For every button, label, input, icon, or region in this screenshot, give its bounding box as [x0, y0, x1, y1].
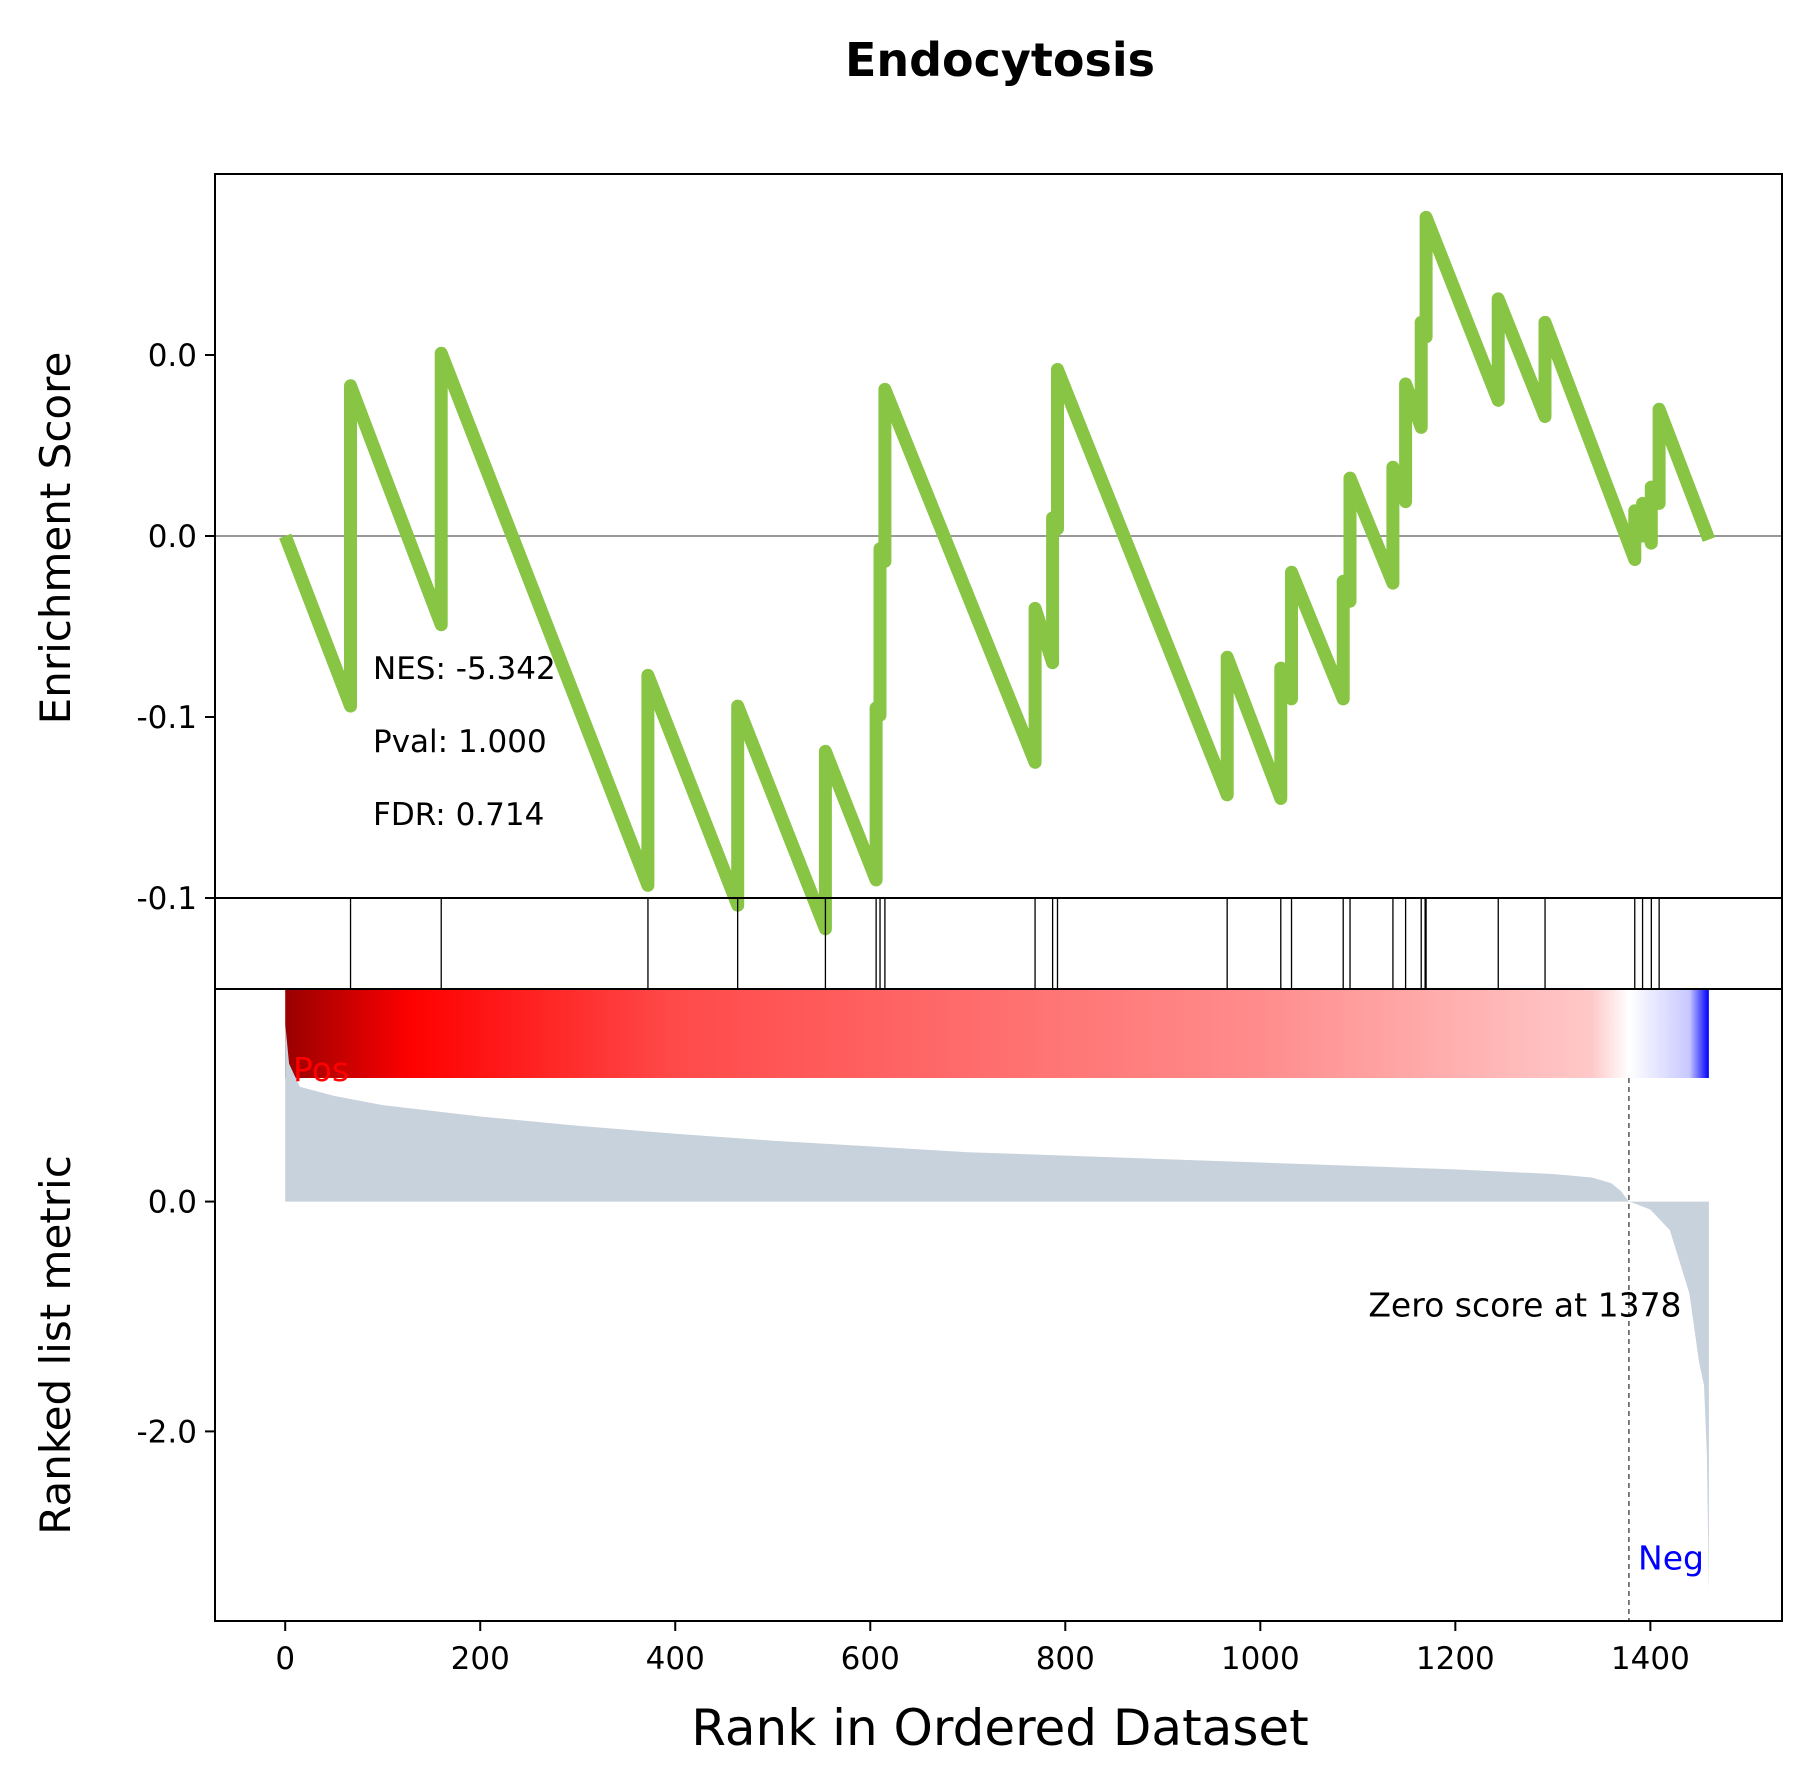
x-tick-label: 800 — [1036, 1641, 1095, 1677]
metric-panel: Pos Neg Zero score at 1378 0.0 -2.0 0 200 4… — [31, 988, 1783, 1757]
x-tick-label: 1000 — [1221, 1641, 1300, 1677]
metric-y-tick-label: 0.0 — [148, 1185, 197, 1221]
hits-panel — [214, 897, 1783, 990]
nes-annotation: NES: -5.342 — [373, 651, 556, 687]
metric-y-tick-label: -2.0 — [137, 1414, 198, 1450]
x-tick-label: 200 — [451, 1641, 510, 1677]
es-line — [279, 210, 1715, 936]
neg-label: Neg — [1638, 1538, 1704, 1577]
chart-title: Endocytosis — [845, 33, 1155, 87]
metric-y-label: Ranked list metric — [31, 1155, 80, 1535]
x-tick-label: 1400 — [1611, 1641, 1690, 1677]
metric-y-axis: 0.0 -2.0 — [137, 1185, 215, 1450]
es-y-tick-label: -0.1 — [137, 881, 198, 917]
fdr-annotation: FDR: 0.714 — [373, 797, 544, 833]
es-y-tick-label: 0.0 — [148, 338, 197, 374]
x-tick-label: 1200 — [1416, 1641, 1495, 1677]
es-y-label: Enrichment Score — [31, 352, 80, 725]
hits-panel-frame — [214, 897, 1783, 990]
pval-annotation: Pval: 1.000 — [373, 724, 547, 760]
es-y-tick-label: -0.1 — [137, 700, 198, 736]
x-tick-label: 600 — [841, 1641, 900, 1677]
zero-score-annotation: Zero score at 1378 — [1368, 1285, 1681, 1324]
hit-markers — [349, 898, 1660, 989]
metric-area — [285, 1023, 1709, 1595]
es-panel: 0.0 0.0 -0.1 -0.1 NES: -5.342 Pval: 1.000 F… — [31, 173, 1783, 936]
x-tick-label: 400 — [646, 1641, 705, 1677]
x-axis-label: Rank in Ordered Dataset — [691, 1699, 1308, 1757]
x-tick-label: 0 — [275, 1641, 295, 1677]
es-y-tick-label: 0.0 — [148, 519, 197, 555]
es-y-axis: 0.0 0.0 -0.1 -0.1 — [137, 338, 215, 917]
pos-label: Pos — [293, 1050, 349, 1089]
metric-panel-frame — [214, 988, 1783, 1622]
x-axis: 0 200 400 600 800 1000 1200 1400 — [275, 1621, 1690, 1677]
rank-colorbar — [285, 989, 1709, 1078]
